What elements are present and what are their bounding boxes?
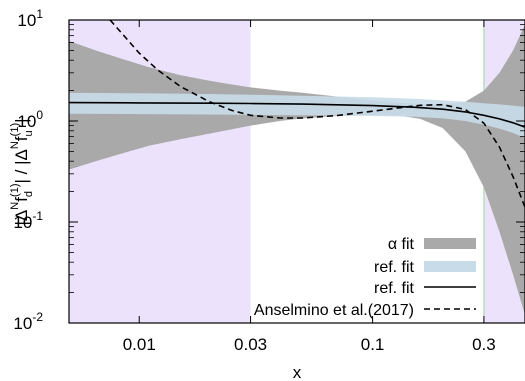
svg-text:|ΔNfd(1)| / |ΔNfu(1)|: |ΔNfd(1)| / |ΔNfu(1)| bbox=[9, 118, 35, 225]
y-axis-title: |ΔNfd(1)| / |ΔNfu(1)| bbox=[9, 118, 35, 225]
line-series-2 bbox=[69, 101, 525, 128]
x-tick-label-2: 0.1 bbox=[361, 335, 385, 354]
x-tick-label-0: 0.01 bbox=[123, 335, 156, 354]
legend-label-3: Anselmino et al.(2017) bbox=[254, 302, 414, 319]
x-axis: 0.01 0.03 0.1 0.3 bbox=[123, 20, 496, 354]
band-series-1 bbox=[69, 92, 525, 138]
x-axis-title: x bbox=[293, 363, 302, 381]
legend-swatch-1 bbox=[424, 261, 476, 272]
legend: α fit ref. fit ref. fit Anselmino et al.(20… bbox=[254, 236, 476, 319]
curves bbox=[69, 20, 525, 208]
legend-swatch-0 bbox=[424, 238, 476, 249]
x-tick-label-3: 0.3 bbox=[472, 335, 496, 354]
y-axis: 10-2 10-1 100 101 bbox=[13, 7, 525, 333]
legend-label-2: ref. fit bbox=[374, 280, 415, 297]
y-tick-label-0: 10-2 bbox=[13, 310, 43, 333]
x-tick-label-1: 0.03 bbox=[234, 335, 267, 354]
y-tick-label-1: 10-1 bbox=[13, 209, 43, 232]
plot-frame bbox=[68, 19, 525, 324]
y-tick-label-3: 101 bbox=[17, 7, 43, 30]
line-series-3 bbox=[109, 20, 525, 208]
legend-label-0: α fit bbox=[388, 236, 415, 253]
legend-label-1: ref. fit bbox=[374, 259, 415, 276]
uncertainty-bands bbox=[69, 24, 525, 315]
y-tick-label-2: 100 bbox=[17, 108, 43, 131]
